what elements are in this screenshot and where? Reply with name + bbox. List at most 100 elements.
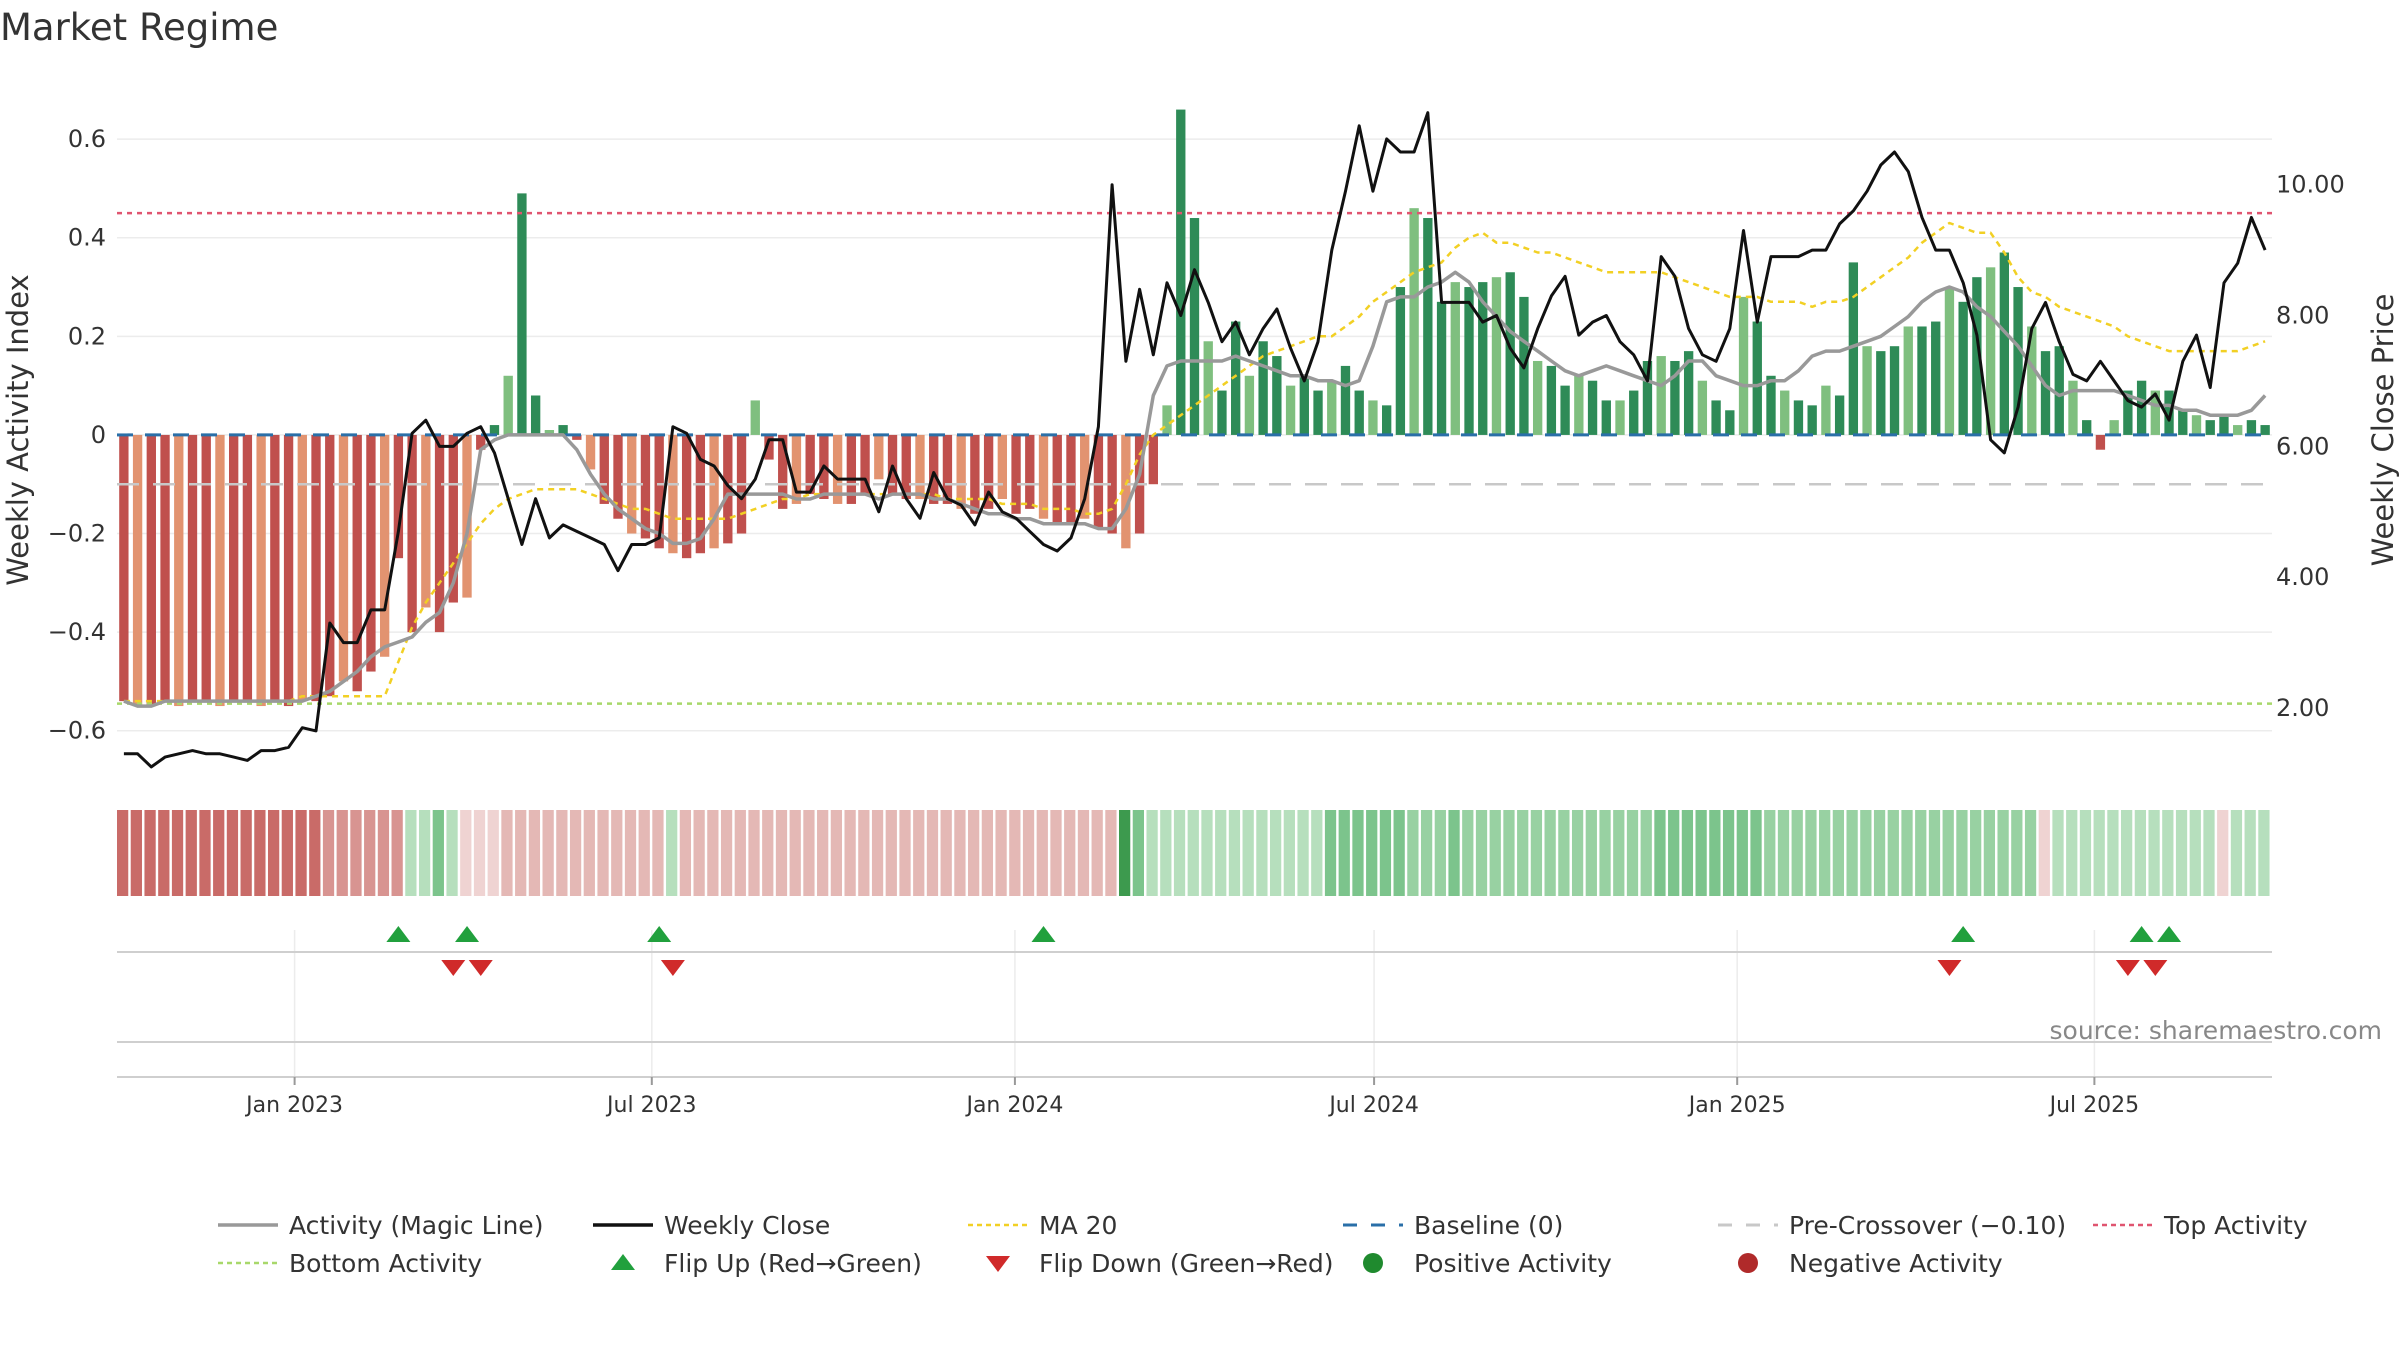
regime-cell xyxy=(185,810,197,896)
activity-bar xyxy=(270,434,280,702)
activity-bar xyxy=(997,434,1008,500)
regime-cell xyxy=(473,810,486,896)
regime-cell xyxy=(1352,810,1364,896)
regime-cell xyxy=(460,810,472,896)
regime-cell xyxy=(679,810,692,896)
regime-cell xyxy=(2066,810,2078,896)
activity-bar xyxy=(338,434,349,682)
regime-cell xyxy=(817,810,829,896)
activity-bar xyxy=(1340,365,1351,435)
regime-cell xyxy=(542,810,554,896)
x-tick-label: Jan 2023 xyxy=(244,1093,343,1118)
activity-bar xyxy=(1972,277,1982,435)
regime-cell xyxy=(1283,810,1295,896)
regime-cell xyxy=(1764,810,1776,896)
regime-cell xyxy=(1915,810,1927,896)
activity-bar xyxy=(407,434,417,633)
activity-bar xyxy=(1107,434,1117,534)
activity-bar xyxy=(201,434,211,702)
regime-cell xyxy=(1407,810,1419,896)
regime-cell xyxy=(1860,810,1872,896)
y-right-tick-label: 10.00 xyxy=(2276,171,2345,199)
regime-cell xyxy=(1626,810,1639,896)
y-right-tick-label: 6.00 xyxy=(2276,432,2329,460)
y-right-tick-label: 4.00 xyxy=(2276,563,2329,591)
regime-cell xyxy=(1091,810,1103,896)
activity-bar xyxy=(640,434,651,539)
legend-label: Flip Up (Red→Green) xyxy=(664,1248,922,1278)
legend-label: MA 20 xyxy=(1039,1210,1118,1240)
regime-cell xyxy=(1503,810,1515,896)
regime-cell xyxy=(1544,810,1556,896)
regime-cell xyxy=(1750,810,1762,896)
regime-cell xyxy=(1571,810,1584,896)
flip-down-marker xyxy=(1937,960,1962,976)
regime-cell xyxy=(254,810,266,896)
activity-bar xyxy=(1093,434,1104,529)
regime-cell xyxy=(1887,810,1899,896)
regime-cell xyxy=(405,810,417,896)
activity-bar xyxy=(2150,390,2160,435)
regime-cell xyxy=(981,810,994,896)
activity-bar xyxy=(1368,400,1378,435)
regime-cell xyxy=(1132,810,1144,896)
circle-icon xyxy=(1738,1253,1758,1273)
activity-bar xyxy=(476,434,486,450)
regime-cell xyxy=(2162,810,2174,896)
regime-cell xyxy=(1311,810,1323,896)
activity-bar xyxy=(242,434,253,702)
activity-bar xyxy=(2040,351,2051,435)
activity-bar xyxy=(1491,277,1502,435)
activity-bar xyxy=(1766,375,1776,435)
activity-bar xyxy=(325,434,335,697)
activity-bar xyxy=(2191,415,2202,435)
regime-cell xyxy=(803,810,815,896)
flip-up-marker xyxy=(2129,926,2154,942)
regime-cell xyxy=(2052,810,2064,896)
regime-cell xyxy=(1832,810,1845,896)
regime-cell xyxy=(2258,810,2270,896)
regime-cell xyxy=(158,810,170,896)
activity-bar xyxy=(1656,356,1666,435)
activity-bar xyxy=(421,434,431,608)
x-tick-label: Jan 2025 xyxy=(1687,1093,1786,1118)
legend-label: Baseline (0) xyxy=(1414,1210,1564,1240)
regime-cell xyxy=(1640,810,1652,896)
activity-line xyxy=(123,270,2267,708)
regime-cell xyxy=(1393,810,1405,896)
activity-bar xyxy=(1162,405,1172,435)
activity-bar xyxy=(681,434,692,559)
regime-cell xyxy=(1901,810,1913,896)
activity-bar xyxy=(1436,301,1447,435)
regime-cell xyxy=(1997,810,2009,896)
series-lines xyxy=(123,111,2267,769)
regime-cell xyxy=(1736,810,1748,896)
regime-cell xyxy=(2024,810,2037,896)
regime-cell xyxy=(1022,810,1035,896)
activity-bar xyxy=(2246,420,2257,435)
activity-bar xyxy=(544,430,555,435)
activity-bar xyxy=(1903,326,1913,435)
activity-bar xyxy=(462,434,472,598)
regime-cell xyxy=(693,810,705,896)
regime-cell xyxy=(295,810,307,896)
regime-cell xyxy=(1928,810,1941,896)
regime-cell xyxy=(569,810,582,896)
regime-cell xyxy=(130,810,142,896)
activity-bar xyxy=(1505,272,1515,435)
activity-bar xyxy=(1889,346,1900,435)
regime-cell xyxy=(171,810,184,896)
activity-bar xyxy=(1381,405,1392,435)
regime-cell xyxy=(1324,810,1337,896)
activity-bar xyxy=(1862,346,1872,435)
legend-item-top: Top Activity xyxy=(2090,1206,2325,1244)
activity-bar xyxy=(558,425,568,435)
flip-down-marker xyxy=(468,960,493,976)
activity-bar xyxy=(1958,301,1968,435)
regime-cell xyxy=(1366,810,1378,896)
y-left-tick-label: 0.6 xyxy=(68,125,106,153)
regime-cell xyxy=(720,810,733,896)
activity-bar xyxy=(1738,296,1749,435)
dashed-line-icon xyxy=(1718,1223,1778,1227)
activity-bar xyxy=(1231,321,1241,435)
